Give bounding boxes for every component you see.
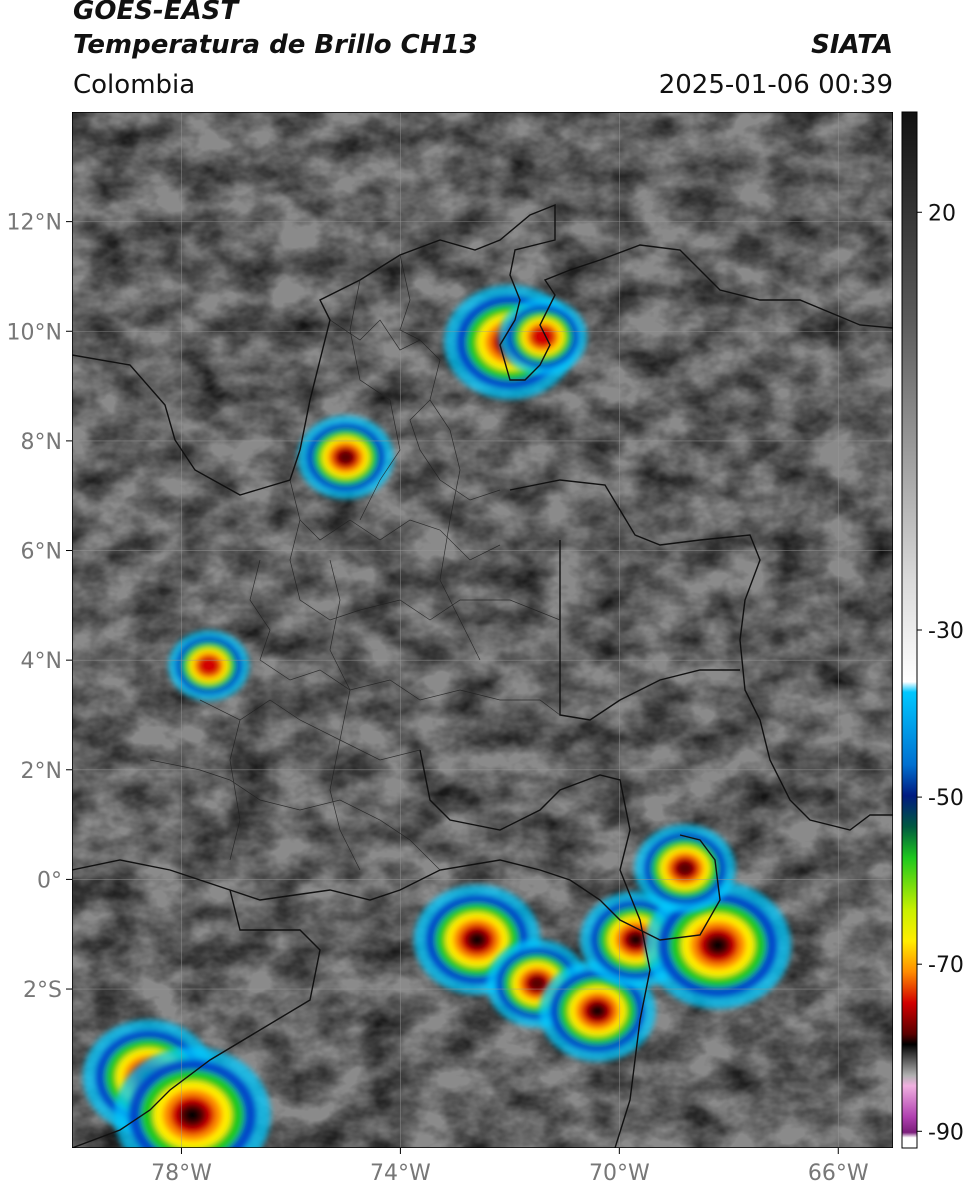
cloud-core bbox=[114, 1046, 271, 1148]
cloud-core bbox=[168, 630, 250, 701]
colorbar: 20 -30 -50 -70 -90 bbox=[901, 111, 964, 1149]
lat-tick-label: 8°N bbox=[21, 430, 62, 455]
lat-tick-label: 4°N bbox=[21, 649, 62, 674]
colorbar-tick-label: -50 bbox=[928, 786, 964, 811]
cloud-core bbox=[498, 298, 587, 376]
lon-tick-label: 66°W bbox=[808, 1161, 869, 1186]
cloud-core bbox=[644, 881, 792, 1009]
lat-tick-label: 0° bbox=[37, 868, 62, 893]
satellite-title: GOES-EAST bbox=[73, 0, 239, 26]
cloud-core bbox=[634, 824, 736, 913]
colorbar-gradient bbox=[901, 111, 918, 1149]
region-label: Colombia bbox=[73, 70, 196, 100]
cloud-core bbox=[297, 415, 394, 500]
map-area bbox=[72, 112, 893, 1148]
colorbar-tick-label: -90 bbox=[928, 1120, 964, 1145]
lat-tick-label: 6°N bbox=[21, 540, 62, 565]
latitude-ticks: 12°N 10°N 8°N 6°N 4°N 2°N 0° 2°S bbox=[7, 211, 72, 1003]
colorbar-tick-label: 20 bbox=[928, 201, 956, 226]
country-borders bbox=[72, 203, 893, 1148]
lon-tick-label: 78°W bbox=[151, 1161, 212, 1186]
lat-tick-label: 2°N bbox=[21, 759, 62, 784]
lon-tick-label: 70°W bbox=[589, 1161, 650, 1186]
lat-tick-label: 2°S bbox=[23, 978, 62, 1003]
datetime-label: 2025-01-06 00:39 bbox=[658, 70, 893, 100]
product-title: Temperatura de Brillo CH13 bbox=[73, 30, 478, 60]
colorbar-ticks: 20 -30 -50 -70 -90 bbox=[917, 201, 964, 1145]
lat-tick-label: 10°N bbox=[7, 320, 62, 345]
lat-tick-label: 12°N bbox=[7, 211, 62, 236]
lon-tick-label: 74°W bbox=[370, 1161, 431, 1186]
source-label: SIATA bbox=[811, 30, 893, 60]
colorbar-tick-label: -70 bbox=[928, 953, 964, 978]
department-borders bbox=[149, 254, 561, 871]
colorbar-tick-label: -30 bbox=[928, 619, 964, 644]
longitude-ticks: 78°W 74°W 70°W 66°W bbox=[151, 1148, 869, 1186]
